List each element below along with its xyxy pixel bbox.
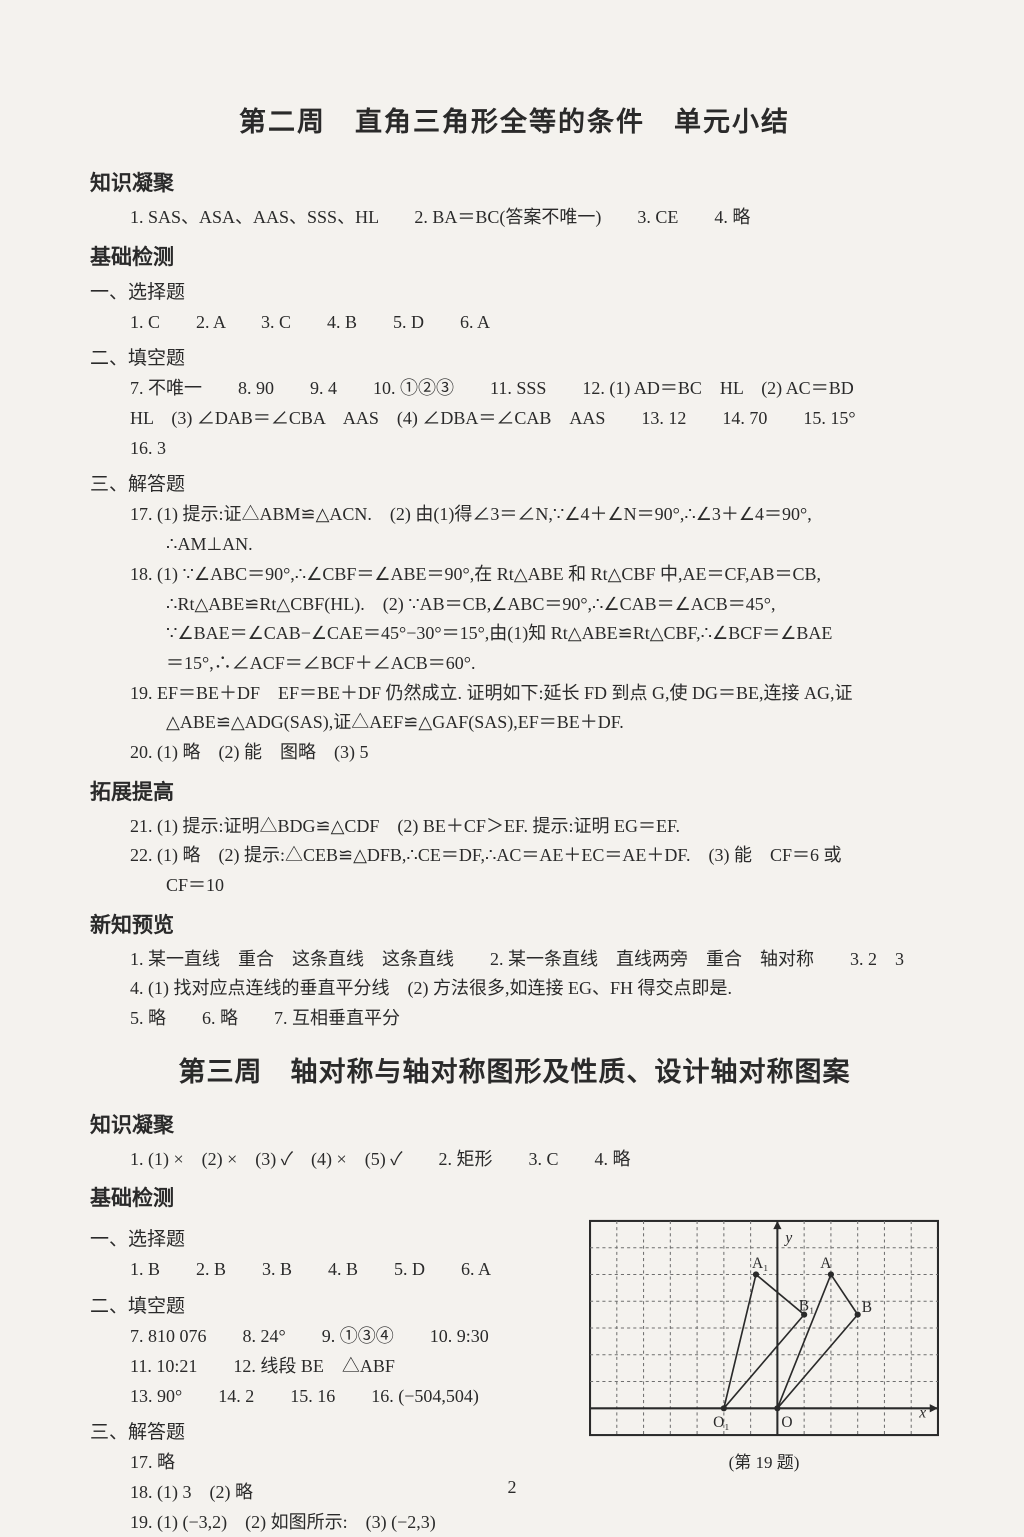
- svg-text:B: B: [862, 1299, 872, 1316]
- svg-text:A: A: [820, 1255, 832, 1272]
- w2-mc-head: 一、选择题: [90, 277, 939, 304]
- w2-x1: 1. 某一直线 重合 这条直线 这条直线 2. 某一条直线 直线两旁 重合 轴对…: [130, 945, 939, 975]
- w2-a17a: 17. (1) 提示:证△ABM≌△ACN. (2) 由(1)得∠3＝∠N,∵∠…: [130, 500, 939, 530]
- w3-mc-head: 一、选择题: [90, 1224, 569, 1251]
- w3-a19: 19. (1) (−3,2) (2) 如图所示: (3) (−2,3): [130, 1508, 569, 1537]
- svg-text:x: x: [918, 1405, 926, 1422]
- w2-b1c: 16. 3: [130, 434, 939, 464]
- w3-blank-head: 二、填空题: [90, 1291, 569, 1318]
- figure-19: y x O O₁ A A₁ B B₁: [589, 1218, 939, 1438]
- w3-a17: 17. 略: [130, 1448, 569, 1478]
- w3-zhishi-head: 知识凝聚: [90, 1109, 939, 1139]
- w2-a19a: 19. EF＝BE＋DF EF＝BE＋DF 仍然成立. 证明如下:延长 FD 到…: [130, 679, 939, 709]
- w3-zhishi-line: 1. (1) × (2) × (3) ✓ (4) × (5) ✓ 2. 矩形 3…: [130, 1145, 939, 1175]
- w2-t22b: CF＝10: [166, 871, 939, 901]
- w3-ans-head: 三、解答题: [90, 1417, 569, 1444]
- w3-mc: 1. B 2. B 3. B 4. B 5. D 6. A: [130, 1255, 569, 1285]
- w2-a18d: ＝15°,∴∠ACF＝∠BCF＋∠ACB＝60°.: [166, 649, 939, 679]
- w2-jichu-head: 基础检测: [90, 241, 939, 271]
- svg-text:B₁: B₁: [799, 1298, 815, 1315]
- w2-b1b: HL (3) ∠DAB＝∠CBA AAS (4) ∠DBA＝∠CAB AAS 1…: [130, 404, 939, 434]
- svg-text:A₁: A₁: [752, 1255, 769, 1272]
- svg-text:O₁: O₁: [713, 1414, 730, 1431]
- w2-zhishi-line: 1. SAS、ASA、AAS、SSS、HL 2. BA＝BC(答案不唯一) 3.…: [130, 203, 939, 233]
- figure-19-caption: (第 19 题): [589, 1448, 939, 1473]
- w2-blank-head: 二、填空题: [90, 343, 939, 370]
- w2-b1: 7. 不唯一 8. 90 9. 4 10. ①②③ 11. SSS 12. (1…: [130, 374, 939, 404]
- w2-zhishi-head: 知识凝聚: [90, 167, 939, 197]
- w2-t21: 21. (1) 提示:证明△BDG≌△CDF (2) BE＋CF＞EF. 提示:…: [130, 812, 939, 842]
- svg-text:y: y: [783, 1230, 792, 1247]
- week2-title: 第二周 直角三角形全等的条件 单元小结: [90, 100, 939, 139]
- w3-b3: 13. 90° 14. 2 15. 16 16. (−504,504): [130, 1382, 569, 1412]
- svg-text:O: O: [781, 1414, 792, 1431]
- w2-mc-answers: 1. C 2. A 3. C 4. B 5. D 6. A: [130, 308, 939, 338]
- w2-a18a: 18. (1) ∵∠ABC＝90°,∴∠CBF＝∠ABE＝90°,在 Rt△AB…: [130, 560, 939, 590]
- w3-jichu-head: 基础检测: [90, 1182, 939, 1212]
- w2-ans-head: 三、解答题: [90, 469, 939, 496]
- page-number: 2: [0, 1477, 1024, 1498]
- w2-xinzhi-head: 新知预览: [90, 909, 939, 939]
- w3-b1: 7. 810 076 8. 24° 9. ①③④ 10. 9:30: [130, 1322, 569, 1352]
- week3-title: 第三周 轴对称与轴对称图形及性质、设计轴对称图案: [90, 1050, 939, 1089]
- w2-a20: 20. (1) 略 (2) 能 图略 (3) 5: [130, 738, 939, 768]
- w2-tuozhan-head: 拓展提高: [90, 776, 939, 806]
- w2-a19b: △ABE≌△ADG(SAS),证△AEF≌△GAF(SAS),EF＝BE＋DF.: [166, 708, 939, 738]
- w3-b2: 11. 10:21 12. 线段 BE △ABF: [130, 1352, 569, 1382]
- w2-a18c: ∵∠BAE＝∠CAB−∠CAE＝45°−30°＝15°,由(1)知 Rt△ABE…: [166, 619, 939, 649]
- w2-x3: 5. 略 6. 略 7. 互相垂直平分: [130, 1004, 939, 1034]
- w2-x2: 4. (1) 找对应点连线的垂直平分线 (2) 方法很多,如连接 EG、FH 得…: [130, 974, 939, 1004]
- w2-a17b: ∴AM⊥AN.: [166, 530, 939, 560]
- w2-a18b: ∴Rt△ABE≌Rt△CBF(HL). (2) ∵AB＝CB,∠ABC＝90°,…: [166, 590, 939, 620]
- w2-t22a: 22. (1) 略 (2) 提示:△CEB≌△DFB,∴CE＝DF,∴AC＝AE…: [130, 841, 939, 871]
